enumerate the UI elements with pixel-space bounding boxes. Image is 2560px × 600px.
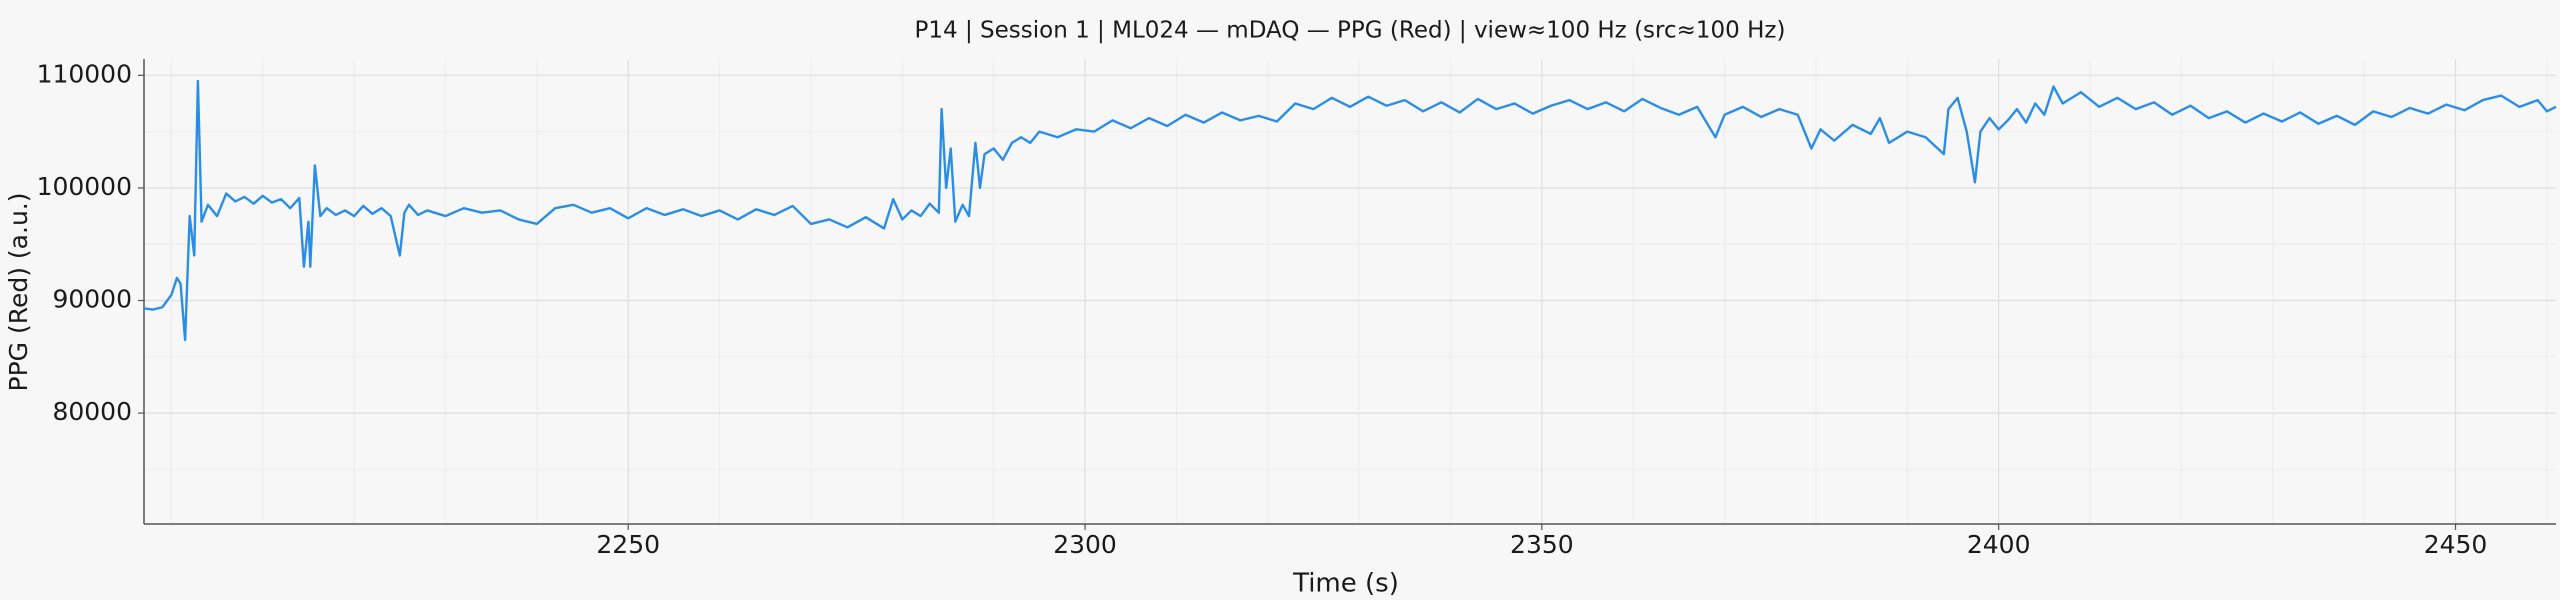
y-tick-label: 90000 xyxy=(52,285,132,314)
y-tick-label: 110000 xyxy=(37,59,132,88)
x-tick-label: 2300 xyxy=(1053,530,1117,559)
x-tick-label: 2450 xyxy=(2424,530,2488,559)
chart-title: P14 | Session 1 | ML024 — mDAQ — PPG (Re… xyxy=(915,18,1786,44)
data-line xyxy=(143,79,2557,342)
x-tick-label: 2250 xyxy=(596,530,660,559)
y-tick-label: 100000 xyxy=(37,172,132,201)
y-axis-label: PPG (Red) (a.u.) xyxy=(4,193,33,392)
x-axis-label: Time (s) xyxy=(1292,569,1399,599)
x-tick-label: 2350 xyxy=(1510,530,1574,559)
x-tick-label: 2400 xyxy=(1967,530,2031,559)
y-tick-label: 80000 xyxy=(52,397,132,426)
